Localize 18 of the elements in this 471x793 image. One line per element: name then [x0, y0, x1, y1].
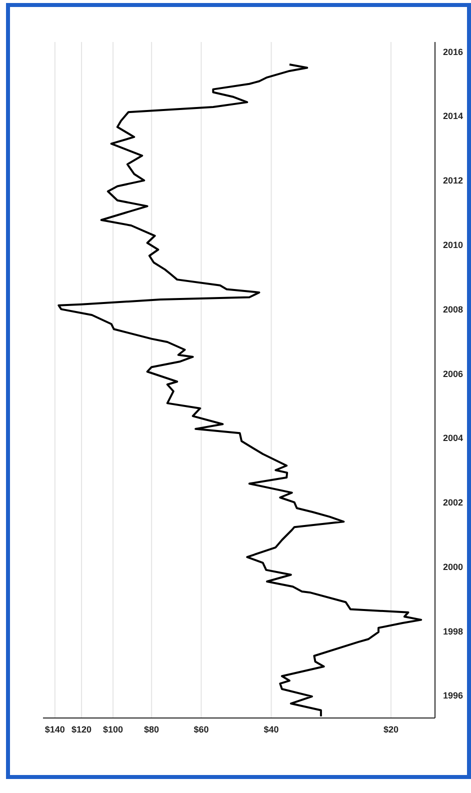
y-tick-label: 1996	[443, 690, 464, 701]
y-tick-label: 2002	[443, 498, 464, 508]
y-tick-label: 2012	[443, 176, 464, 186]
x-tick-label: $60	[194, 724, 209, 734]
y-tick-label: 2016	[443, 46, 464, 57]
y-tick-label: 2004	[443, 433, 464, 444]
x-tick-label: $20	[383, 724, 398, 734]
y-tick-label: 2000	[443, 562, 464, 572]
y-tick-label: 2008	[443, 304, 464, 314]
y-tick-label: 2006	[443, 368, 464, 379]
y-tick-label: 2014	[443, 111, 464, 122]
y-tick-label: 2010	[443, 240, 464, 250]
x-tick-label: $120	[72, 724, 92, 734]
x-tick-label: $80	[144, 724, 160, 734]
y-tick-label: 1998	[443, 626, 464, 636]
x-tick-label: $40	[264, 724, 279, 734]
x-tick-label: $100	[103, 724, 124, 734]
x-tick-label: $140	[44, 724, 65, 734]
